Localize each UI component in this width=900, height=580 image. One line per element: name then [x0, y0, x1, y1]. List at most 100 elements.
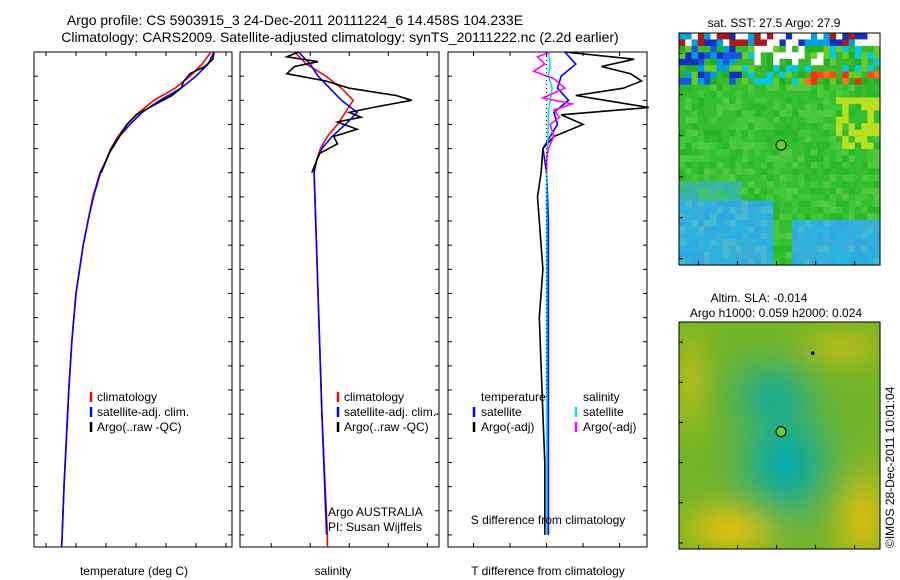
map-cell — [697, 496, 703, 503]
map-cell — [770, 444, 776, 451]
map-cell — [748, 52, 755, 60]
map-cell — [716, 71, 724, 79]
map-cell — [788, 392, 794, 399]
map-cell — [720, 407, 726, 413]
map-cell — [843, 369, 849, 375]
map-cell — [685, 52, 693, 60]
map-cell — [867, 258, 875, 266]
map-cell — [852, 478, 858, 484]
map-cell — [697, 411, 703, 418]
map-cell — [825, 378, 831, 385]
map-cell — [838, 520, 845, 526]
map-cell — [704, 142, 712, 150]
map-cell — [802, 440, 808, 446]
map-cell — [715, 345, 721, 351]
map-cell — [784, 435, 790, 441]
map-cell — [792, 78, 799, 86]
map-cell — [823, 39, 831, 47]
map-cell — [802, 449, 808, 456]
map-cell — [774, 383, 781, 389]
map-cell — [733, 530, 739, 536]
map-cell — [754, 149, 762, 157]
map-cell — [761, 374, 767, 380]
map-cell — [836, 194, 843, 202]
map-cell — [748, 91, 755, 99]
map-cell — [697, 336, 703, 342]
map-cell — [829, 364, 835, 370]
map-cell — [774, 402, 781, 408]
map-cell — [720, 473, 726, 479]
map-cell — [756, 326, 762, 333]
map-cell — [766, 129, 774, 137]
map-cell — [679, 520, 685, 526]
map-cell — [857, 506, 863, 512]
map-cell — [798, 194, 806, 202]
map-cell — [838, 397, 845, 403]
map-cell — [843, 350, 849, 356]
map-cell — [852, 515, 858, 522]
map-cell — [842, 252, 850, 260]
map-cell — [685, 200, 693, 208]
map-cell — [697, 207, 705, 215]
map-cell — [848, 161, 856, 169]
map-cell — [754, 258, 762, 266]
map-cell — [679, 506, 685, 512]
map-cell — [720, 440, 726, 446]
map-cell — [683, 411, 689, 418]
map-cell — [738, 478, 744, 484]
map-cell — [785, 78, 793, 86]
map-cell — [710, 388, 717, 394]
map-cell — [861, 91, 869, 99]
map-cell — [704, 168, 712, 176]
map-cell — [823, 239, 831, 247]
map-cell — [720, 492, 726, 498]
map-cell — [761, 454, 767, 460]
map-cell — [697, 454, 703, 460]
map-cell — [836, 187, 843, 195]
map-cell — [816, 534, 822, 541]
salinity-legend-argo: Argo(..raw -QC) — [344, 420, 429, 434]
map-cell — [685, 103, 693, 111]
map-cell — [873, 213, 881, 221]
map-cell — [848, 226, 856, 234]
map-cell — [773, 149, 781, 157]
map-cell — [804, 129, 812, 137]
map-cell — [683, 506, 689, 512]
map-cell — [733, 388, 739, 394]
map-cell — [802, 525, 808, 531]
map-cell — [724, 506, 730, 512]
map-cell — [733, 331, 739, 337]
map-cell — [679, 181, 686, 189]
map-cell — [697, 200, 705, 208]
map-cell — [738, 355, 744, 361]
map-cell — [761, 473, 767, 479]
map-cell — [797, 364, 803, 370]
map-cell — [870, 515, 877, 522]
map-cell — [756, 350, 762, 356]
map-cell — [706, 444, 712, 451]
map-cell — [697, 449, 703, 456]
map-cell — [810, 39, 818, 47]
map-cell — [842, 213, 850, 221]
map-cell — [720, 388, 726, 394]
map-cell — [806, 345, 813, 351]
map-cell — [748, 142, 755, 150]
map-cell — [715, 473, 721, 479]
map-cell — [866, 426, 872, 432]
map-cell — [798, 58, 806, 66]
pi-label: PI: Susan Wijffels — [328, 520, 422, 534]
map-cell — [779, 378, 785, 385]
map-cell — [742, 416, 749, 422]
map-cell — [806, 440, 813, 446]
map-cell — [710, 200, 718, 208]
map-cell — [848, 463, 854, 470]
map-cell — [793, 487, 799, 493]
map-cell — [823, 181, 831, 189]
map-cell — [773, 174, 781, 182]
map-cell — [842, 168, 850, 176]
map-cell — [741, 136, 749, 144]
map-cell — [843, 478, 849, 484]
map-cell — [861, 187, 869, 195]
map-cell — [738, 501, 744, 508]
map-cell — [797, 525, 803, 531]
